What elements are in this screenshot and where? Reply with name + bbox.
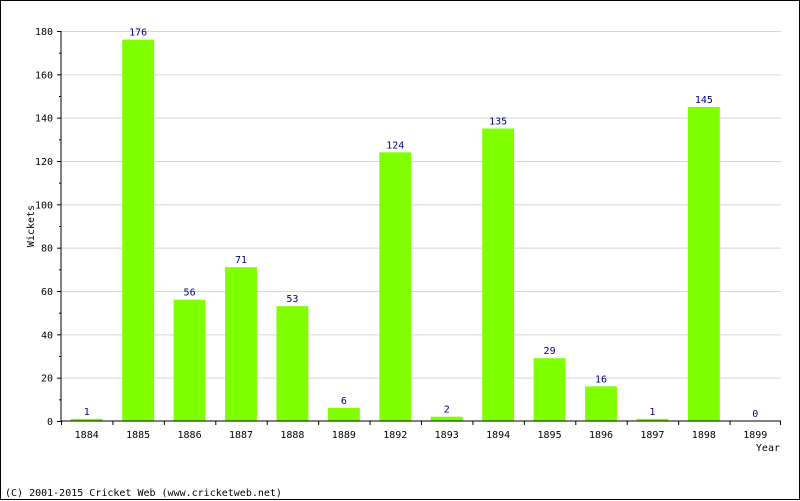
value-label-1894: 135 xyxy=(489,117,507,128)
y-tick-label-100: 100 xyxy=(35,200,53,211)
bar-1887 xyxy=(225,267,257,421)
value-label-1898: 145 xyxy=(695,95,713,106)
value-label-1888: 53 xyxy=(286,294,298,305)
y-axis-label: Wickets xyxy=(26,205,37,247)
y-tick-label-0: 0 xyxy=(47,417,53,428)
bar-1894 xyxy=(482,128,515,421)
value-label-1897: 1 xyxy=(649,407,655,418)
x-tick-label-1884: 1884 xyxy=(75,430,99,441)
bars xyxy=(70,39,720,422)
bar-1886 xyxy=(173,299,206,421)
axes xyxy=(57,31,781,425)
x-tick-label-1893: 1893 xyxy=(435,430,459,441)
y-tick-label-60: 60 xyxy=(41,287,53,298)
grid-lines xyxy=(61,31,781,379)
value-label-1889: 6 xyxy=(341,396,347,407)
y-tick-label-180: 180 xyxy=(35,27,53,38)
x-tick-label-1889: 1889 xyxy=(332,430,356,441)
value-label-1896: 16 xyxy=(595,374,607,385)
x-tick-label-1897: 1897 xyxy=(640,430,664,441)
bar-1898 xyxy=(687,106,720,421)
x-tick-label-1887: 1887 xyxy=(229,430,253,441)
x-tick-label-1895: 1895 xyxy=(538,430,562,441)
y-tick-label-40: 40 xyxy=(41,330,53,341)
x-tick-labels: 1884 1885 1886 1887 1888 1889 1892 1893 1894 1895… xyxy=(75,430,768,441)
y-tick-label-120: 120 xyxy=(35,157,53,168)
bar-1892 xyxy=(379,152,412,422)
value-label-1895: 29 xyxy=(544,346,556,357)
value-label-1885: 176 xyxy=(129,28,147,39)
x-tick-label-1885: 1885 xyxy=(126,430,150,441)
x-tick-label-1886: 1886 xyxy=(178,430,202,441)
y-tick-label-80: 80 xyxy=(41,244,53,255)
x-tick-label-1899: 1899 xyxy=(743,430,767,441)
bar-1888 xyxy=(276,306,309,421)
bar-1896 xyxy=(585,386,617,421)
x-tick-label-1888: 1888 xyxy=(280,430,304,441)
value-label-1887: 71 xyxy=(235,255,247,266)
y-tick-label-20: 20 xyxy=(41,374,53,385)
x-tick-label-1898: 1898 xyxy=(692,430,716,441)
bar-1897 xyxy=(636,418,669,421)
bar-1893 xyxy=(430,416,463,421)
value-label-1899: 0 xyxy=(752,409,758,420)
y-tick-label-160: 160 xyxy=(35,70,53,81)
value-labels: 1 176 56 71 53 6 124 2 135 29 16 1 145 0 xyxy=(84,28,759,420)
bar-1885 xyxy=(122,39,155,422)
footer-copyright: (C) 2001-2015 Cricket Web (www.cricketwe… xyxy=(5,488,282,499)
x-axis-label: Year xyxy=(756,443,780,454)
bar-1889 xyxy=(327,408,360,421)
value-label-1892: 124 xyxy=(386,140,404,151)
bar-1895 xyxy=(533,358,566,421)
x-tick-label-1894: 1894 xyxy=(486,430,510,441)
x-tick-label-1896: 1896 xyxy=(589,430,613,441)
y-tick-labels: 0 20 40 60 80 100 120 140 160 180 xyxy=(35,27,53,428)
value-label-1884: 1 xyxy=(84,407,90,418)
value-label-1893: 2 xyxy=(444,405,450,416)
bar-1884 xyxy=(70,418,103,421)
y-tick-label-140: 140 xyxy=(35,114,53,125)
x-tick-label-1892: 1892 xyxy=(383,430,407,441)
value-label-1886: 56 xyxy=(184,288,196,299)
